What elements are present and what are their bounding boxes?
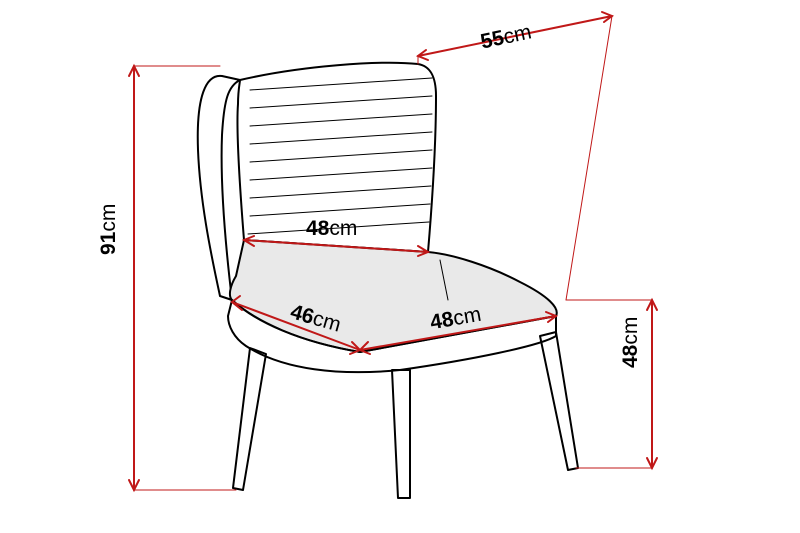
chair-dimension-drawing (0, 0, 800, 533)
val-seat-height: 48 (619, 345, 642, 368)
dim-line-height-total (129, 66, 236, 490)
chair-outline (198, 63, 578, 498)
val-seat-inner-width: 48 (306, 217, 329, 240)
label-seat-height: 48cm (620, 317, 641, 368)
val-height-total: 91 (97, 232, 120, 255)
unit-seat-inner-width: cm (329, 217, 357, 240)
diagram-stage: 91cm 55cm 48cm 46cm 48cm 48cm (0, 0, 800, 533)
label-height-total: 91cm (98, 204, 119, 255)
label-seat-inner-width: 48cm (306, 218, 357, 239)
dim-line-seat-height (566, 300, 657, 468)
seat-surface (230, 240, 557, 352)
unit-seat-front-width: cm (451, 303, 483, 331)
unit-height-total: cm (97, 204, 120, 232)
unit-seat-height: cm (619, 317, 642, 345)
